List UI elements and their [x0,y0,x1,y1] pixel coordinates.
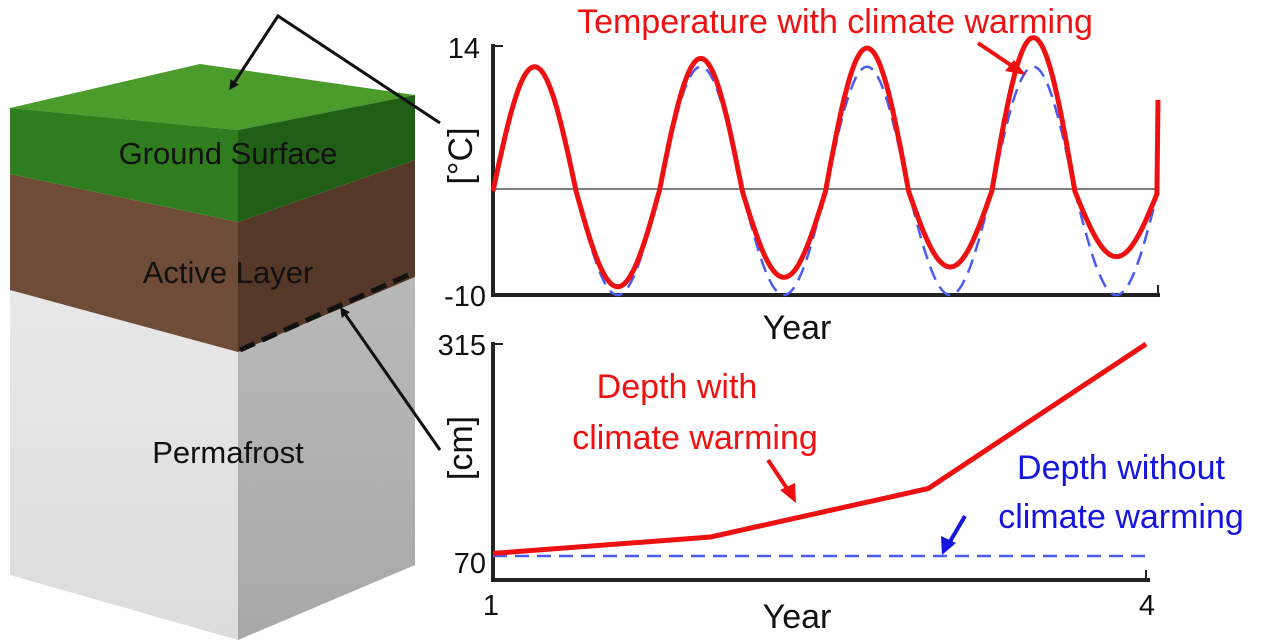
depth-ytick-bottom-label: 70 [454,548,486,580]
soil-block: Ground Surface Active Layer Permafrost [10,13,442,640]
warming-annotation-line2: climate warming [572,419,818,457]
warming-annotation-line1: Depth with [597,368,758,406]
active-layer-side-face [238,160,415,352]
ground-front-face [10,108,238,222]
permafrost-table-line [238,269,417,353]
depth-xtick-right-label: 4 [1139,590,1155,622]
temp-ytick-top-label: 14 [448,33,480,65]
no-warming-annotation-line1: Depth without [1017,449,1225,487]
temp-series-warming [490,35,1161,290]
permafrost-side-face [238,277,415,640]
temp-chart-title: Temperature with climate warming [577,3,1093,41]
temp-ytick-bottom-label: -10 [444,281,486,313]
depth-x-axis-label: Year [763,598,832,636]
depth-series-warming [492,341,1148,556]
active-layer-label: Active Layer [143,255,314,290]
permafrost-label: Permafrost [152,435,304,470]
active-layer-front-face [10,174,238,352]
depth-xtick-left-label: 1 [483,590,499,622]
depth-y-axis-label: [cm] [442,416,480,480]
permafrost-front-face [10,290,238,640]
temperature-chart: 14 -10 [°C] Year Temperature with climat… [442,3,1161,347]
depth-ytick-top-label: 315 [438,330,486,362]
ground-surface-label: Ground Surface [119,136,338,171]
no-warming-annotation-arrow [946,514,967,547]
no-warming-annotation-line2: climate warming [998,498,1244,536]
temp-title-arrowhead [1005,60,1026,75]
temp-x-axis-label: Year [763,309,832,347]
ground-side-face [238,95,415,222]
no-warming-annotation-arrowhead [941,536,956,555]
ground-top-face [10,64,415,130]
depth-chart: 315 70 1 4 [cm] Year Depth with climate … [438,330,1244,636]
warming-annotation-arrowhead [780,483,796,503]
active-layer-pointer-line [340,306,442,451]
surface-pointer-line [229,13,441,125]
temp-y-axis-label: [°C] [442,127,480,184]
